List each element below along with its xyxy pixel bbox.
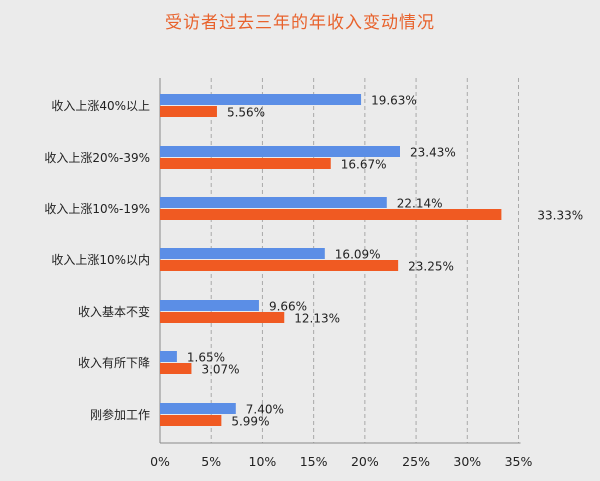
category-label: 收入上涨10%以内 bbox=[51, 252, 150, 267]
x-tick-label: 0% bbox=[150, 454, 170, 469]
bar bbox=[160, 158, 331, 169]
data-label: 19.63% bbox=[371, 94, 417, 108]
bar bbox=[160, 300, 259, 311]
data-label: 12.13% bbox=[294, 312, 340, 326]
bar bbox=[160, 415, 222, 426]
bar bbox=[160, 351, 177, 362]
data-label: 16.67% bbox=[341, 158, 387, 172]
bar bbox=[160, 209, 502, 220]
x-tick-label: 35% bbox=[505, 454, 533, 469]
bar bbox=[160, 94, 362, 105]
bar bbox=[160, 312, 285, 323]
data-label: 7.40% bbox=[246, 403, 284, 417]
data-label: 33.33% bbox=[537, 209, 583, 223]
bar bbox=[160, 106, 217, 117]
x-tick-label: 25% bbox=[402, 454, 430, 469]
data-label: 1.65% bbox=[187, 351, 225, 365]
chart-title: 受访者过去三年的年收入变动情况 bbox=[165, 13, 435, 33]
category-label: 刚参加工作 bbox=[90, 407, 150, 422]
data-label: 5.99% bbox=[231, 415, 269, 429]
bar bbox=[160, 363, 192, 374]
bar bbox=[160, 146, 400, 157]
x-tick-label: 30% bbox=[453, 454, 481, 469]
data-label: 5.56% bbox=[227, 106, 265, 120]
bar bbox=[160, 197, 387, 208]
x-tick-label: 15% bbox=[300, 454, 328, 469]
category-label: 收入上涨10%-19% bbox=[44, 201, 150, 216]
category-label: 收入上涨20%-39% bbox=[44, 150, 150, 165]
x-tick-label: 5% bbox=[201, 454, 221, 469]
category-label: 收入上涨40%以上 bbox=[51, 98, 150, 113]
category-label: 收入有所下降 bbox=[78, 356, 150, 370]
bar bbox=[160, 260, 399, 271]
data-label: 9.66% bbox=[269, 300, 307, 314]
data-label: 23.25% bbox=[408, 260, 454, 274]
data-label: 16.09% bbox=[335, 248, 381, 262]
x-tick-label: 10% bbox=[249, 454, 277, 469]
data-label: 3.07% bbox=[201, 363, 239, 377]
bar bbox=[160, 248, 325, 259]
data-label: 22.14% bbox=[397, 197, 443, 211]
x-tick-label: 20% bbox=[351, 454, 379, 469]
category-label: 收入基本不变 bbox=[78, 304, 150, 319]
data-label: 23.43% bbox=[410, 146, 456, 160]
bar bbox=[160, 403, 236, 414]
